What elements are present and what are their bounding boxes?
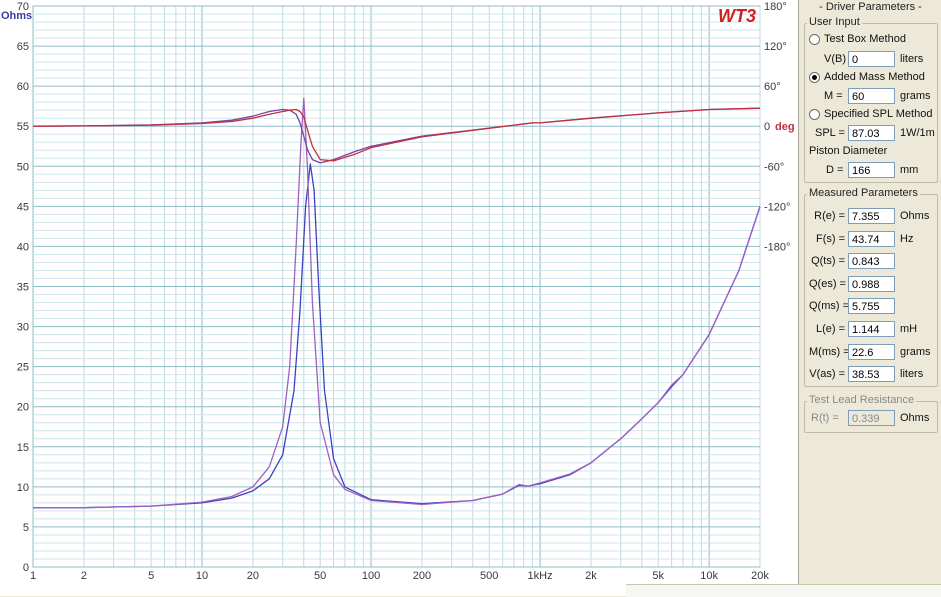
series-line bbox=[33, 97, 761, 509]
y-tick-label: 0 bbox=[23, 562, 29, 574]
x-tick-label: 1kHz bbox=[528, 570, 553, 582]
measured-unit: grams bbox=[900, 345, 931, 358]
series-line bbox=[32, 107, 761, 162]
y-tick-label: 55 bbox=[17, 121, 29, 133]
measured-title: Measured Parameters bbox=[807, 187, 920, 199]
rt-input: 0.339 bbox=[848, 410, 895, 426]
status-strip bbox=[626, 584, 941, 597]
measured-label: Q(ts) = bbox=[811, 255, 845, 268]
rt-label: R(t) = bbox=[811, 412, 839, 424]
panel-title: - Driver Parameters - bbox=[819, 1, 922, 13]
diameter-unit: mm bbox=[900, 164, 919, 176]
y-tick-label: 60 bbox=[17, 81, 29, 93]
driver-parameters-panel: - Driver Parameters - User Input Test Bo… bbox=[798, 0, 941, 596]
phase-tick-label: 0 bbox=[764, 121, 770, 133]
right-unit-label: deg bbox=[775, 121, 795, 133]
x-tick-label: 500 bbox=[480, 570, 498, 582]
mass-unit: grams bbox=[900, 90, 931, 102]
spl-label: SPL = bbox=[815, 127, 845, 139]
phase-tick-label: 120° bbox=[764, 41, 787, 53]
spl-unit: 1W/1m bbox=[900, 127, 935, 139]
measured-value[interactable]: 7.355 bbox=[848, 208, 895, 224]
plot-svg: 0510152025303540455055606570Ohms180°120°… bbox=[1, 1, 795, 582]
vb-input[interactable]: 0 bbox=[848, 51, 895, 67]
measured-value[interactable]: 0.843 bbox=[848, 253, 895, 270]
measured-unit: liters bbox=[900, 368, 924, 381]
x-tick-label: 5 bbox=[148, 570, 154, 582]
x-tick-label: 200 bbox=[413, 570, 431, 582]
x-tick-label: 100 bbox=[362, 570, 380, 582]
specified-spl-radio[interactable] bbox=[809, 109, 820, 120]
phase-tick-label: -120° bbox=[764, 201, 790, 213]
added-mass-radio[interactable] bbox=[809, 72, 820, 83]
y-tick-label: 40 bbox=[17, 241, 29, 253]
lead-title: Test Lead Resistance bbox=[807, 394, 917, 406]
measured-label: Q(ms) = bbox=[809, 300, 850, 313]
x-tick-label: 50 bbox=[314, 570, 326, 582]
mass-input[interactable]: 60 bbox=[848, 88, 895, 104]
specified-spl-label: Specified SPL Method bbox=[824, 108, 933, 120]
x-tick-label: 1 bbox=[30, 570, 36, 582]
measured-value[interactable]: 0.988 bbox=[848, 275, 895, 292]
diameter-input[interactable]: 166 bbox=[848, 162, 895, 178]
spl-input[interactable]: 87.03 bbox=[848, 125, 895, 141]
vb-unit: liters bbox=[900, 53, 924, 65]
rt-unit: Ohms bbox=[900, 412, 930, 424]
y-tick-label: 25 bbox=[17, 362, 29, 374]
added-mass-label: Added Mass Method bbox=[824, 71, 925, 83]
user-input-group bbox=[804, 23, 938, 183]
x-tick-label: 10 bbox=[196, 570, 208, 582]
x-tick-label: 20 bbox=[247, 570, 259, 582]
y-tick-label: 30 bbox=[17, 322, 29, 334]
y-tick-label: 50 bbox=[17, 161, 29, 173]
measured-label: M(ms) = bbox=[809, 345, 850, 358]
phase-tick-label: 60° bbox=[764, 81, 781, 93]
phase-tick-label: -180° bbox=[764, 241, 790, 253]
measured-label: L(e) = bbox=[815, 323, 845, 335]
measured-label: F(s) = bbox=[815, 232, 845, 245]
measured-unit: Ohms bbox=[900, 210, 930, 222]
diameter-label: D = bbox=[826, 164, 844, 176]
left-unit-label: Ohms bbox=[1, 10, 32, 22]
y-tick-label: 20 bbox=[17, 402, 29, 414]
y-tick-label: 5 bbox=[23, 522, 29, 534]
vb-label: V(B) = bbox=[824, 53, 856, 65]
x-tick-label: 2k bbox=[585, 570, 597, 582]
impedance-plot: 0 5 10 15 20 25 30 35 40 45 50 55 60 65 70 Ohms 180° 120°… bbox=[0, 0, 798, 596]
x-tick-label: 5k bbox=[652, 570, 664, 582]
measured-value[interactable]: 1.144 bbox=[848, 321, 895, 337]
wt3-logo: WT3 bbox=[718, 6, 756, 26]
mass-label: M = bbox=[824, 90, 843, 102]
x-tick-label: 2 bbox=[81, 570, 87, 582]
measured-label: Q(es) = bbox=[809, 277, 846, 290]
y-tick-label: 15 bbox=[17, 442, 29, 454]
measured-value[interactable]: 22.6 bbox=[848, 343, 895, 360]
y-tick-label: 70 bbox=[17, 1, 29, 13]
measured-unit: Hz bbox=[900, 232, 914, 245]
x-tick-label: 10k bbox=[700, 570, 718, 582]
measured-unit: mH bbox=[900, 323, 918, 335]
test-box-radio[interactable] bbox=[809, 34, 820, 45]
measured-label: V(as) = bbox=[809, 368, 845, 381]
phase-tick-label: -60° bbox=[764, 161, 784, 173]
phase-tick-label: 180° bbox=[764, 1, 787, 13]
test-box-label: Test Box Method bbox=[824, 33, 906, 45]
y-tick-label: 45 bbox=[17, 201, 29, 213]
piston-diameter-label: Piston Diameter bbox=[809, 145, 888, 157]
y-tick-label: 65 bbox=[17, 41, 29, 53]
y-tick-label: 35 bbox=[17, 282, 29, 294]
measured-value[interactable]: 43.74 bbox=[848, 230, 895, 247]
measured-value[interactable]: 5.755 bbox=[848, 298, 895, 315]
measured-value[interactable]: 38.53 bbox=[848, 366, 895, 383]
measured-label: R(e) = bbox=[814, 210, 845, 222]
y-tick-label: 10 bbox=[17, 482, 29, 494]
user-input-title: User Input bbox=[807, 16, 862, 28]
x-tick-label: 20k bbox=[751, 570, 769, 582]
